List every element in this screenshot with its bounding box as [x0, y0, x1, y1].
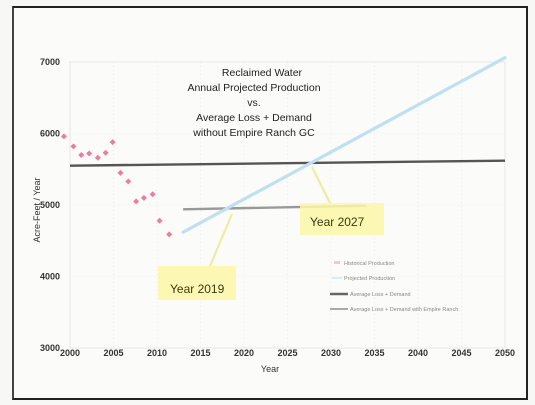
- historical-point: [78, 151, 85, 158]
- y-tick-label: 7000: [40, 57, 60, 67]
- series-historical-production: [60, 133, 173, 238]
- y-tick-labels: 3000 4000 5000 6000 7000: [40, 57, 60, 353]
- callout-2027-leader: [311, 166, 331, 204]
- demand-without-line: [69, 159, 506, 167]
- series-demand-without-empire: [69, 159, 506, 167]
- y-axis-title: Acre-Feet / Year: [32, 177, 42, 242]
- x-tick-label: 2030: [321, 348, 341, 358]
- historical-point: [60, 133, 67, 140]
- historical-point: [149, 191, 156, 198]
- legend: Historical Production Projected Producti…: [330, 261, 458, 313]
- historical-point: [70, 143, 77, 150]
- y-tick-label: 4000: [40, 272, 60, 282]
- series-projected-production: [181, 56, 507, 234]
- title-line-4: Average Loss + Demand: [196, 112, 312, 124]
- legend-label-projected: Projected Production: [344, 276, 395, 282]
- y-tick-label: 5000: [40, 200, 60, 210]
- callout-2019-box: [158, 266, 236, 300]
- x-tick-labels: 2000 2005 2010 2015 2020 2025 2030 2035 2040 2045…: [60, 348, 515, 358]
- x-tick-label: 2000: [60, 348, 80, 358]
- title-line-5: without Empire Ranch GC: [192, 127, 315, 139]
- chart-frame: [12, 6, 528, 400]
- legend-label-demand-with: Average Loss + Demand with Empire Ranch: [350, 307, 458, 313]
- callout-year-2027: Year 2027: [300, 166, 384, 235]
- historical-point: [133, 198, 140, 205]
- y-tick-label: 3000: [40, 343, 60, 353]
- callout-2019-leader: [209, 213, 233, 267]
- x-tick-label: 2020: [234, 348, 254, 358]
- chart-title: Reclaimed Water Annual Projected Product…: [187, 67, 320, 139]
- historical-point: [125, 178, 132, 185]
- projected-line: [181, 56, 507, 234]
- legend-swatch-historical: [334, 261, 340, 264]
- title-line-2: Annual Projected Production: [187, 82, 320, 94]
- x-tick-label: 2005: [103, 348, 123, 358]
- x-tick-label: 2015: [190, 348, 210, 358]
- plot-area: [69, 61, 506, 349]
- title-line-3: vs.: [247, 97, 260, 109]
- legend-entry-projected: Projected Production: [332, 276, 395, 282]
- x-tick-label: 2040: [408, 348, 428, 358]
- legend-entry-demand-with: Average Loss + Demand with Empire Ranch: [330, 307, 458, 313]
- legend-label-demand-without: Average Loss + Demand: [350, 292, 411, 298]
- historical-point: [156, 217, 163, 224]
- x-tick-label: 2045: [451, 348, 471, 358]
- callout-2027-box: [300, 203, 384, 235]
- x-tick-label: 2025: [277, 348, 297, 358]
- historical-point: [117, 169, 124, 176]
- x-tick-label: 2050: [495, 348, 515, 358]
- legend-entry-demand-without: Average Loss + Demand: [330, 292, 411, 298]
- historical-point: [140, 194, 147, 201]
- historical-point: [86, 150, 93, 157]
- callout-2027-label: Year 2027: [310, 215, 365, 229]
- historical-point: [102, 149, 109, 156]
- y-tick-label: 6000: [40, 129, 60, 139]
- legend-label-historical: Historical Production: [344, 261, 394, 267]
- x-tick-label: 2035: [364, 348, 384, 358]
- legend-entry-historical: Historical Production: [334, 261, 394, 267]
- callout-2019-label: Year 2019: [170, 282, 225, 296]
- callout-year-2019: Year 2019: [158, 213, 236, 300]
- x-tick-label: 2010: [147, 348, 167, 358]
- x-axis-title: Year: [261, 364, 279, 374]
- historical-point: [94, 154, 101, 161]
- gridlines: [69, 61, 506, 349]
- title-line-1: Reclaimed Water: [222, 67, 303, 79]
- historical-point: [109, 139, 116, 146]
- historical-point: [166, 231, 173, 238]
